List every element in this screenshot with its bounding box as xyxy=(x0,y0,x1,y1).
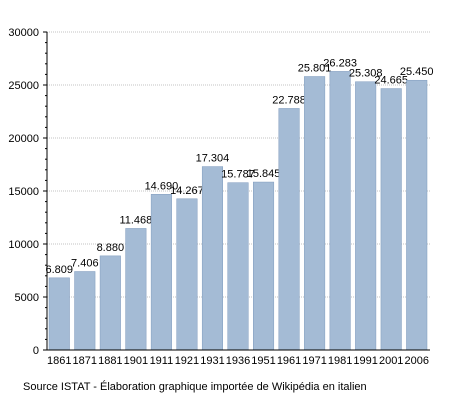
bar-1871 xyxy=(74,271,96,351)
y-tick-label: 5000 xyxy=(15,292,39,304)
bar-value-label: 14.690 xyxy=(145,180,179,192)
x-axis-labels: 1861 1871 1881 1901 1911 1921 1931 1936 1951 1961… xyxy=(47,355,429,367)
x-tick-label: 1931 xyxy=(200,355,224,367)
bar-value-label: 14.267 xyxy=(170,185,204,197)
bar-value-label: 22.788 xyxy=(272,94,306,106)
y-tick-label: 15000 xyxy=(8,186,39,198)
x-tick-label: 1871 xyxy=(73,355,97,367)
bar-1861 xyxy=(48,277,70,351)
bar-value-label: 15.845 xyxy=(247,168,281,180)
x-tick-label: 2006 xyxy=(404,355,428,367)
bar-value-label: 25.450 xyxy=(400,66,434,78)
bar-1981 xyxy=(329,71,351,351)
x-tick-label: 1936 xyxy=(226,355,250,367)
bar-2001 xyxy=(380,88,402,351)
bar-1961 xyxy=(278,108,300,351)
x-tick-label: 1861 xyxy=(47,355,71,367)
x-tick-label: 1901 xyxy=(124,355,148,367)
x-tick-label: 1991 xyxy=(353,355,377,367)
y-tick-label: 10000 xyxy=(8,239,39,251)
bar-2006 xyxy=(406,79,428,351)
bar-value-label: 8.880 xyxy=(97,242,125,254)
y-tick-label: 0 xyxy=(33,345,39,357)
bar-1911 xyxy=(150,194,172,351)
bar-value-label: 25.308 xyxy=(349,68,383,80)
bar-value-label: 26.283 xyxy=(323,57,357,69)
bar-1951 xyxy=(253,181,275,351)
x-tick-label: 1881 xyxy=(98,355,122,367)
bar-1881 xyxy=(99,255,121,351)
bar-value-label: 17.304 xyxy=(196,153,230,165)
bar-value-label: 11.468 xyxy=(119,214,152,226)
x-tick-label: 1961 xyxy=(277,355,301,367)
bar-1971 xyxy=(304,76,326,351)
y-axis-ticks: 0 5000 10000 15000 20000 25000 30000 xyxy=(8,27,47,357)
bar-1936 xyxy=(227,182,249,351)
source-note: Source ISTAT - Élaboration graphique imp… xyxy=(23,381,367,393)
x-tick-label: 1911 xyxy=(150,355,174,367)
x-tick-label: 1971 xyxy=(302,355,326,367)
bar-1921 xyxy=(176,198,198,351)
y-tick-label: 30000 xyxy=(8,27,39,39)
y-tick-label: 25000 xyxy=(8,80,39,92)
x-tick-label: 2001 xyxy=(379,355,403,367)
bar-1991 xyxy=(355,81,377,351)
bar-value-label: 15.787 xyxy=(221,169,255,181)
bar-1901 xyxy=(125,228,147,351)
x-tick-label: 1981 xyxy=(328,355,352,367)
bar-value-label: 7.406 xyxy=(71,257,99,269)
y-tick-label: 20000 xyxy=(8,133,39,145)
x-tick-label: 1921 xyxy=(175,355,199,367)
bar-value-label: 24.665 xyxy=(374,75,408,87)
x-tick-label: 1951 xyxy=(251,355,275,367)
bar-1931 xyxy=(201,166,223,351)
bar-value-label: 25.801 xyxy=(298,63,332,75)
bar-value-label: 6.809 xyxy=(46,264,74,276)
